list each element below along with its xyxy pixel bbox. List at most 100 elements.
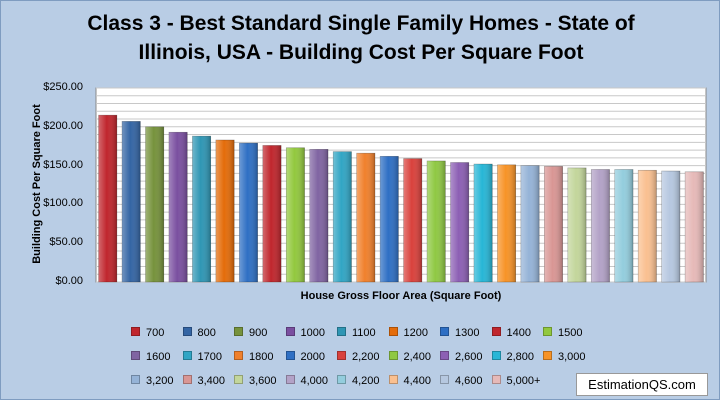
y-tick-label: $200.00	[43, 119, 83, 132]
legend-swatch	[491, 327, 501, 336]
bar	[567, 167, 587, 283]
bar	[590, 169, 610, 283]
legend-swatch	[182, 351, 192, 360]
legend-swatch	[388, 327, 398, 336]
legend-swatch	[543, 351, 552, 360]
legend-label: 2,200	[352, 351, 380, 363]
legend-swatch	[234, 351, 243, 360]
legend-label: 5,000+	[506, 375, 541, 387]
bar	[520, 165, 540, 283]
bar	[614, 169, 634, 283]
bar	[285, 147, 305, 283]
legend-label: 2,600	[455, 351, 483, 363]
legend-item: 2000	[285, 351, 325, 363]
legend-label: 4,400	[403, 375, 432, 387]
legend-item: 900	[234, 327, 267, 339]
bar	[544, 166, 563, 283]
legend-label: 1700	[197, 351, 222, 363]
bar	[262, 145, 282, 283]
legend-swatch	[182, 375, 192, 384]
bar	[450, 162, 470, 283]
legend-item: 1200	[388, 327, 428, 339]
bar	[473, 163, 493, 283]
bar	[684, 171, 704, 283]
legend-label: 4,200	[352, 375, 380, 387]
legend-label: 4,000	[300, 375, 329, 387]
bar	[661, 170, 681, 283]
legend-item: 3,600	[234, 375, 277, 387]
bar	[309, 149, 329, 283]
legend-item: 4,400	[388, 375, 432, 387]
legend-swatch	[131, 351, 140, 360]
legend-item: 700	[131, 327, 164, 339]
legend-item: 2,200	[337, 351, 380, 363]
bar	[426, 160, 446, 283]
legend-label: 1800	[249, 351, 274, 363]
legend-label: 1100	[352, 327, 376, 339]
legend-label: 2,400	[403, 351, 432, 363]
legend-swatch	[285, 327, 295, 336]
legend-swatch	[388, 351, 398, 360]
legend-swatch	[285, 351, 295, 360]
legend-item: 1700	[182, 351, 222, 363]
legend-swatch	[440, 351, 449, 360]
legend-item: 1800	[234, 351, 273, 363]
bar	[497, 164, 517, 283]
y-tick-label: $0.00	[55, 275, 83, 287]
bar	[332, 151, 352, 283]
legend-item: 1500	[543, 327, 582, 339]
y-tick-label: $150.00	[43, 158, 83, 171]
legend-item: 2,800	[491, 351, 534, 363]
legend-item: 2,600	[440, 351, 483, 363]
y-tick-label: $50.00	[49, 236, 83, 249]
legend-label: 1000	[300, 327, 325, 339]
legend-swatch	[337, 375, 346, 384]
legend-swatch	[234, 375, 243, 384]
legend-swatch	[131, 327, 140, 336]
bar	[379, 155, 399, 283]
legend-swatch	[337, 327, 346, 336]
legend-swatch	[543, 327, 552, 336]
legend-swatch	[337, 351, 346, 360]
bar	[98, 114, 118, 283]
legend-label: 1500	[558, 327, 583, 339]
legend-swatch	[440, 375, 449, 384]
legend-label: 900	[249, 327, 268, 339]
legend-label: 3,200	[146, 375, 174, 387]
bar	[192, 135, 212, 283]
legend-label: 3,400	[197, 375, 226, 387]
legend-item: 4,000	[285, 375, 329, 387]
legend-label: 1200	[403, 327, 428, 339]
legend-label: 2000	[300, 351, 325, 363]
legend-item: 3,000	[543, 351, 586, 363]
bar	[356, 152, 376, 283]
legend-item: 3,400	[182, 375, 226, 387]
legend-label: 3,000	[558, 351, 586, 363]
legend-item: 1300	[440, 327, 479, 339]
legend-swatch	[491, 375, 501, 384]
legend-label: 4,600	[455, 375, 483, 387]
bar	[637, 169, 657, 283]
legend-label: 1300	[455, 327, 480, 339]
bar	[145, 126, 165, 283]
y-tick-label: $100.00	[43, 197, 83, 210]
chart-title: Class 3 - Best Standard Single Family Ho…	[87, 12, 635, 64]
legend-label: 3,600	[249, 375, 277, 387]
legend-label: 1400	[506, 327, 531, 339]
y-axis-label: Building Cost Per Square Foot	[31, 104, 43, 264]
legend-label: 1600	[146, 351, 171, 363]
legend-item: 3,200	[131, 375, 174, 387]
x-axis-label: House Gross Floor Area (Square Foot)	[300, 290, 502, 302]
bar	[239, 142, 258, 283]
bar	[168, 131, 188, 283]
legend-swatch	[491, 351, 501, 360]
legend-item: 800	[182, 327, 216, 339]
legend-swatch	[440, 327, 449, 336]
legend-swatch	[131, 375, 140, 384]
legend-label: 700	[146, 327, 165, 339]
legend-item: 4,200	[337, 375, 380, 387]
bar	[121, 121, 141, 283]
legend-item: 1000	[285, 327, 325, 339]
